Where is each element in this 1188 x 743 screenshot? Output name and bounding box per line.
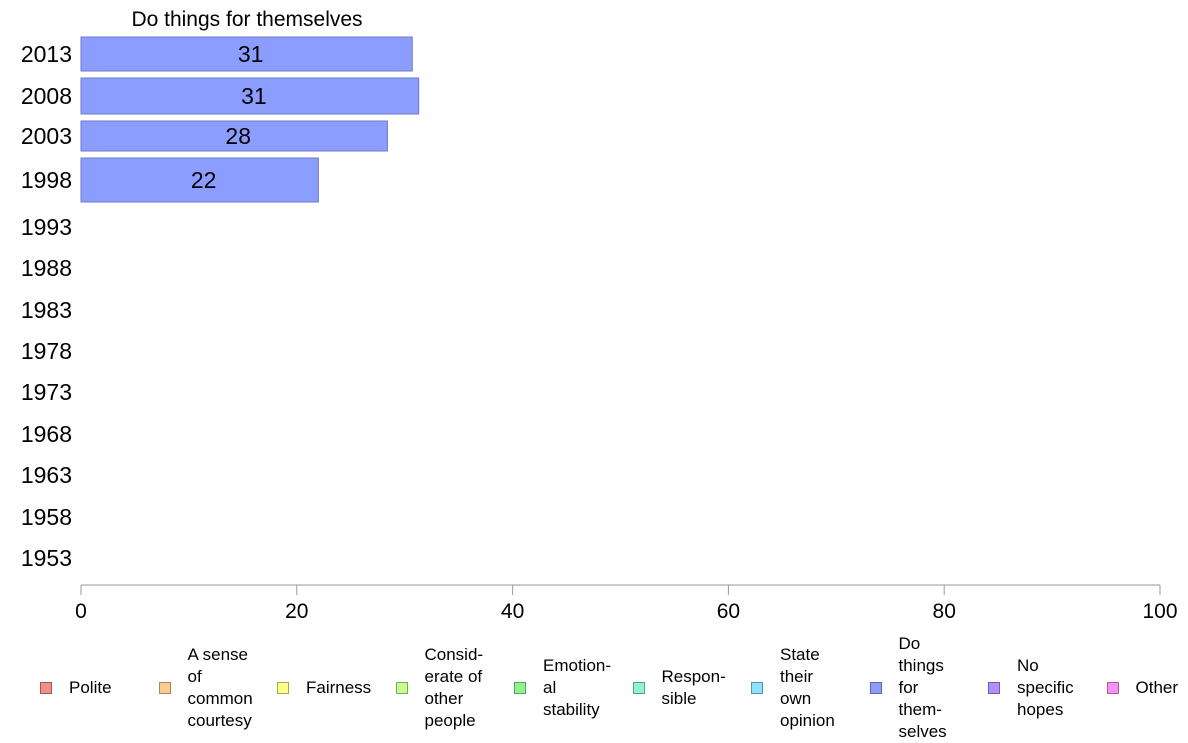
year-label: 1963 xyxy=(21,462,72,488)
legend-item: Fairness xyxy=(277,677,371,699)
bar xyxy=(80,36,413,72)
x-tick-label: 60 xyxy=(717,600,740,623)
year-label: 1983 xyxy=(21,297,72,323)
x-tick-label: 100 xyxy=(1142,600,1177,623)
legend-item: Respon-sible xyxy=(632,666,726,710)
legend-item: No specific hopes xyxy=(988,655,1074,721)
year-label: 2013 xyxy=(21,41,72,67)
year-label: 1968 xyxy=(21,421,72,447)
x-tick-label: 80 xyxy=(933,600,956,623)
legend-swatch xyxy=(1106,682,1119,694)
bar xyxy=(80,157,319,203)
year-label: 1998 xyxy=(21,167,72,193)
year-label: 2008 xyxy=(21,83,72,109)
bar xyxy=(80,120,388,152)
legend-item: Do things for them-selves xyxy=(869,633,947,743)
legend-swatch xyxy=(277,682,289,694)
chart-title: Do things for themselves xyxy=(131,8,362,31)
legend-label: Polite xyxy=(69,678,112,697)
legend-label: A sense of common courtesy xyxy=(187,645,253,730)
legend-swatch xyxy=(869,682,882,694)
legend-swatch xyxy=(40,682,52,694)
legend-item: Polite xyxy=(40,677,112,699)
legend-label: Consid-erate of other people xyxy=(424,645,484,730)
legend-swatch xyxy=(751,682,763,694)
bar xyxy=(80,77,420,115)
legend-item: A sense of common courtesy xyxy=(158,644,253,732)
legend-item: Emotion-al stability xyxy=(514,655,611,721)
year-label: 1988 xyxy=(21,255,72,281)
legend-label: Fairness xyxy=(306,678,372,697)
legend-swatch xyxy=(158,682,171,694)
legend-label: Emotion-al stability xyxy=(543,656,612,719)
year-label: 1958 xyxy=(21,504,72,530)
legend-swatch xyxy=(395,682,408,694)
legend-label: Other xyxy=(1135,678,1179,697)
legend-swatch xyxy=(632,682,645,694)
legend-label: Do things for them-selves xyxy=(898,634,947,741)
legend-label: Respon-sible xyxy=(661,667,726,708)
bars: 31 31 28 22 xyxy=(80,36,420,203)
legend-swatch xyxy=(514,682,526,694)
legend-item: State their own opinion xyxy=(751,644,835,732)
bar-value-label: 28 xyxy=(225,123,251,149)
legend-swatch xyxy=(988,682,1000,694)
legend-item: Consid-erate of other people xyxy=(395,644,484,732)
bar-value-label: 31 xyxy=(241,83,267,109)
x-tick-label: 20 xyxy=(285,600,308,623)
x-tick-label: 0 xyxy=(75,600,87,623)
year-label: 1953 xyxy=(21,545,72,571)
legend-item: Other xyxy=(1106,677,1179,699)
year-label: 1973 xyxy=(21,379,72,405)
x-axis: 0 20 40 60 80 100 xyxy=(75,584,1178,623)
year-label: 2003 xyxy=(21,123,72,149)
legend-label: State their own opinion xyxy=(780,645,835,730)
bar-value-label: 22 xyxy=(191,167,217,193)
year-label: 1978 xyxy=(21,338,72,364)
legend-label: No specific hopes xyxy=(1017,656,1074,719)
x-tick-label: 40 xyxy=(501,600,524,623)
y-axis-labels: 2013 2008 2003 1998 1993 1988 1983 1978 1973 1968… xyxy=(21,41,72,571)
bar-value-label: 31 xyxy=(238,41,264,67)
year-label: 1993 xyxy=(21,214,72,240)
